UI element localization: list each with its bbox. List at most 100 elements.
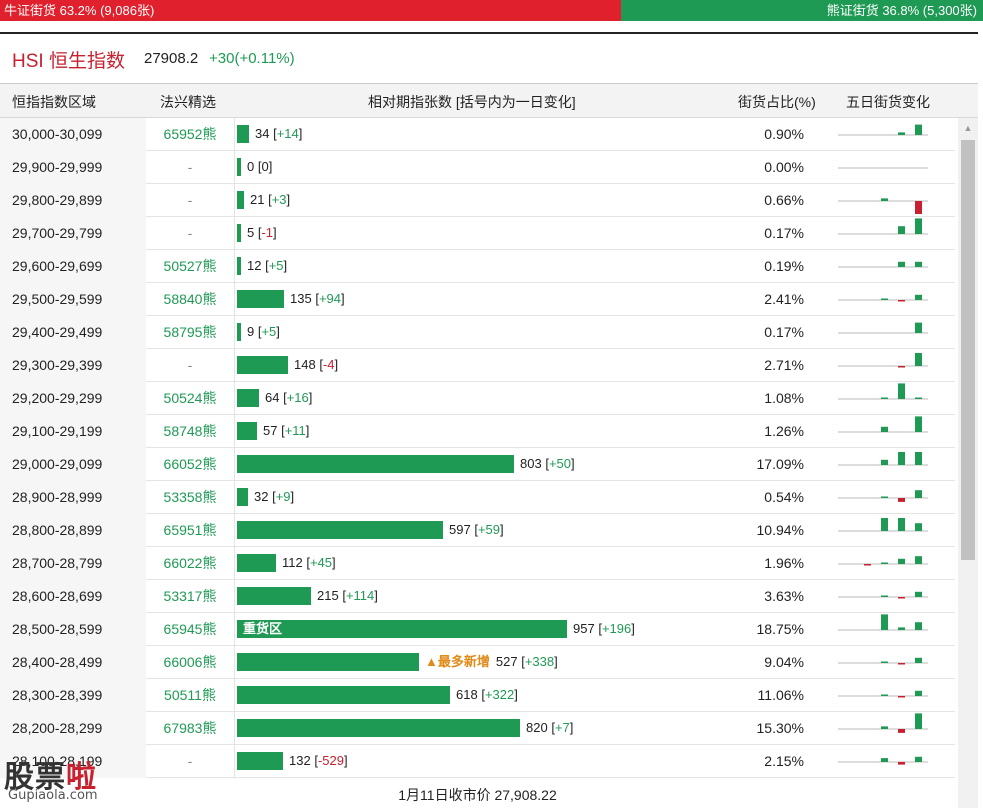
- five-day-sparkline: [838, 547, 928, 580]
- index-change: +30(+0.11%): [209, 50, 295, 67]
- contracts-count: 135: [290, 291, 312, 306]
- sparkline-bar: [915, 490, 922, 498]
- share-pct-cell: 1.96%: [764, 555, 804, 571]
- contracts-count: 57: [263, 423, 278, 438]
- contracts-label: 135 [+94]: [290, 291, 345, 306]
- scroll-up-icon[interactable]: ▲: [963, 123, 973, 133]
- contracts-bar: [237, 653, 419, 671]
- index-title-row: HSI 恒生指数 27908.2 +30(+0.11%): [0, 32, 978, 84]
- contracts-label: 5 [-1]: [247, 225, 277, 240]
- contracts-cell: 135 [+94]: [234, 283, 714, 316]
- sparkline-bar: [881, 595, 888, 597]
- sparkline-bar: [881, 426, 888, 432]
- daily-change: +114: [345, 588, 375, 603]
- contracts-bar: [237, 686, 450, 704]
- table-header: 恒指指数区域 法兴精选 相对期指张数 [括号内为一日变化] 街货占比(%) 五日…: [0, 84, 978, 118]
- sparkline-bar: [898, 597, 905, 599]
- contracts-cell: 34 [+14]: [234, 118, 714, 151]
- share-pct-cell: 1.26%: [764, 423, 804, 439]
- pick-cell[interactable]: 66006熊: [163, 654, 217, 670]
- contracts-bar: [237, 752, 283, 770]
- share-pct-cell: 2.71%: [764, 357, 804, 373]
- contracts-label: 57 [+11]: [263, 423, 310, 438]
- daily-change: +322: [484, 687, 515, 702]
- contracts-bar: [237, 455, 514, 473]
- table-row: 29,900-29,999 - 0 [0] 0.00%: [0, 151, 955, 184]
- contracts-cell: 215 [+114]: [234, 580, 714, 613]
- contracts-label: ▲最多新增 527 [+338]: [425, 654, 558, 669]
- contracts-label: 0 [0]: [247, 159, 273, 174]
- contracts-bar: [237, 719, 520, 737]
- sparkline-bar: [898, 518, 905, 531]
- pick-cell[interactable]: 58840熊: [163, 291, 217, 307]
- share-pct-cell: 0.17%: [764, 225, 804, 241]
- contracts-label: 12 [+5]: [247, 258, 288, 273]
- contracts-cell: 32 [+9]: [234, 481, 714, 514]
- contracts-count: 132: [289, 753, 311, 768]
- share-pct-cell: 15.30%: [756, 720, 804, 736]
- table-row: 29,800-29,899 - 21 [+3] 0.66%: [0, 184, 955, 217]
- share-pct-cell: 0.17%: [764, 324, 804, 340]
- daily-change: 0: [261, 159, 269, 174]
- daily-change: +5: [261, 324, 277, 339]
- range-cell: 29,200-29,299: [0, 382, 146, 415]
- table-row: 29,400-29,499 58795熊 9 [+5] 0.17%: [0, 316, 955, 349]
- pick-cell[interactable]: 65952熊: [163, 126, 217, 142]
- range-cell: 28,600-28,699: [0, 580, 146, 613]
- pick-cell[interactable]: 58748熊: [163, 423, 217, 439]
- contracts-label: 148 [-4]: [294, 357, 339, 372]
- daily-change: +9: [275, 489, 291, 504]
- contracts-label: 132 [-529]: [289, 753, 348, 768]
- pick-cell[interactable]: 66022熊: [163, 555, 217, 571]
- table-row: 29,200-29,299 50524熊 64 [+16] 1.08%: [0, 382, 955, 415]
- five-day-sparkline: [838, 415, 928, 448]
- table-row: 28,700-28,799 66022熊 112 [+45] 1.96%: [0, 547, 955, 580]
- contracts-label: 9 [+5]: [247, 324, 280, 339]
- five-day-sparkline: [838, 712, 928, 745]
- sparkline-bar: [915, 261, 922, 267]
- pick-cell[interactable]: 50524熊: [163, 390, 217, 406]
- pick-cell[interactable]: 65945熊: [163, 621, 217, 637]
- contracts-bar: [237, 290, 284, 308]
- table-row: 28,400-28,499 66006熊 ▲最多新增 527 [+338] 9.04%: [0, 646, 955, 679]
- contracts-cell: 重货区 957 [+196]: [234, 613, 714, 646]
- pick-cell[interactable]: 53317熊: [163, 588, 217, 604]
- sparkline-bar: [881, 459, 888, 465]
- pick-cell[interactable]: 67983熊: [163, 720, 217, 736]
- pick-cell: -: [187, 753, 193, 769]
- scrollbar-thumb[interactable]: [961, 140, 975, 560]
- contracts-cell: 803 [+50]: [234, 448, 714, 481]
- contracts-bar: [237, 224, 241, 242]
- contracts-count: 34: [255, 126, 270, 141]
- pick-cell[interactable]: 66052熊: [163, 456, 217, 472]
- pick-cell[interactable]: 50511熊: [164, 687, 216, 703]
- share-pct-cell: 0.00%: [764, 159, 804, 175]
- table-row: 29,300-29,399 - 148 [-4] 2.71%: [0, 349, 955, 382]
- contracts-count: 618: [456, 687, 478, 702]
- share-pct-cell: 0.90%: [764, 126, 804, 142]
- vertical-scrollbar[interactable]: ▲: [958, 118, 978, 808]
- header-pct: 街货占比(%): [738, 94, 816, 110]
- pick-cell[interactable]: 53358熊: [163, 489, 217, 505]
- five-day-sparkline: [838, 184, 928, 217]
- contracts-cell: 618 [+322]: [234, 679, 714, 712]
- sparkline-bar: [898, 558, 905, 564]
- range-cell: 28,800-28,899: [0, 514, 146, 547]
- daily-change: +59: [477, 522, 500, 537]
- range-cell: 29,900-29,999: [0, 151, 146, 184]
- sparkline-bar: [915, 591, 922, 597]
- contracts-bar: [237, 125, 249, 143]
- pick-cell[interactable]: 50527熊: [163, 258, 217, 274]
- pick-cell[interactable]: 65951熊: [163, 522, 217, 538]
- range-cell: 29,400-29,499: [0, 316, 146, 349]
- bear-ratio-segment: 熊证街货 36.8% (5,300张): [621, 0, 983, 21]
- daily-change: +5: [268, 258, 284, 273]
- range-cell: 29,100-29,199: [0, 415, 146, 448]
- pick-cell[interactable]: 58795熊: [163, 324, 217, 340]
- five-day-sparkline: [838, 349, 928, 382]
- contracts-count: 215: [317, 588, 339, 603]
- logo-cn-text: 股票啦: [4, 760, 97, 795]
- table-row: 29,600-29,699 50527熊 12 [+5] 0.19%: [0, 250, 955, 283]
- five-day-sparkline: [838, 118, 928, 151]
- share-pct-cell: 0.66%: [764, 192, 804, 208]
